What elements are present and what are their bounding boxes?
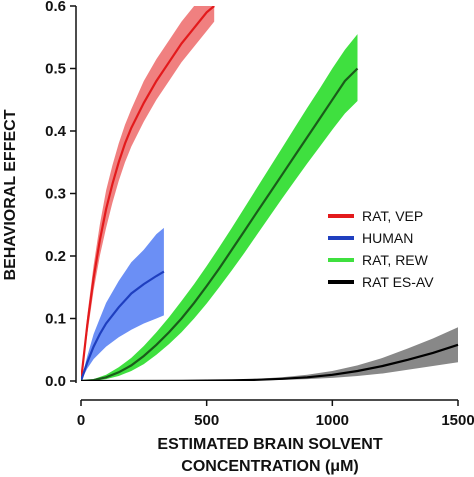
band-rat-es-av [81,327,458,381]
y-tick-label: 0.5 [45,61,66,78]
x-tick-label: 0 [77,412,85,429]
series-line-rat-rew [81,67,359,381]
x-tick-label: 1000 [316,412,349,429]
y-axis-title: BEHAVIORAL EFFECT [2,109,19,280]
x-axis: 0 500 1000 1500 [77,399,474,429]
legend-label-rat-rew: RAT, REW [362,252,429,268]
plot-area [81,6,459,381]
legend-label-rat-es-av: RAT ES-AV [362,274,434,290]
y-tick-label: 0.3 [45,186,66,203]
x-axis-title-line2: CONCENTRATION (μM) [181,458,358,475]
y-tick-label: 0.6 [45,0,66,15]
series-line-human [81,270,165,381]
legend: RAT, VEP HUMAN RAT, REW RAT ES-AV [328,208,434,290]
y-axis: 0.0 0.1 0.2 0.3 0.4 0.5 0.6 [45,0,77,390]
legend-label-human: HUMAN [362,230,413,246]
y-tick-label: 0.1 [45,311,66,328]
band-rat-vep [81,6,215,381]
y-tick-label: 0.2 [45,248,66,265]
series-line-rat-es-av [81,343,459,381]
x-tick-label: 500 [194,412,219,429]
legend-label-rat-vep: RAT, VEP [362,208,423,224]
x-tick-label: 1500 [441,412,474,429]
x-axis-title-line1: ESTIMATED BRAIN SOLVENT [157,436,382,453]
y-tick-label: 0.4 [45,123,67,140]
series-line-rat-vep [81,6,215,381]
y-tick-label: 0.0 [45,373,66,390]
